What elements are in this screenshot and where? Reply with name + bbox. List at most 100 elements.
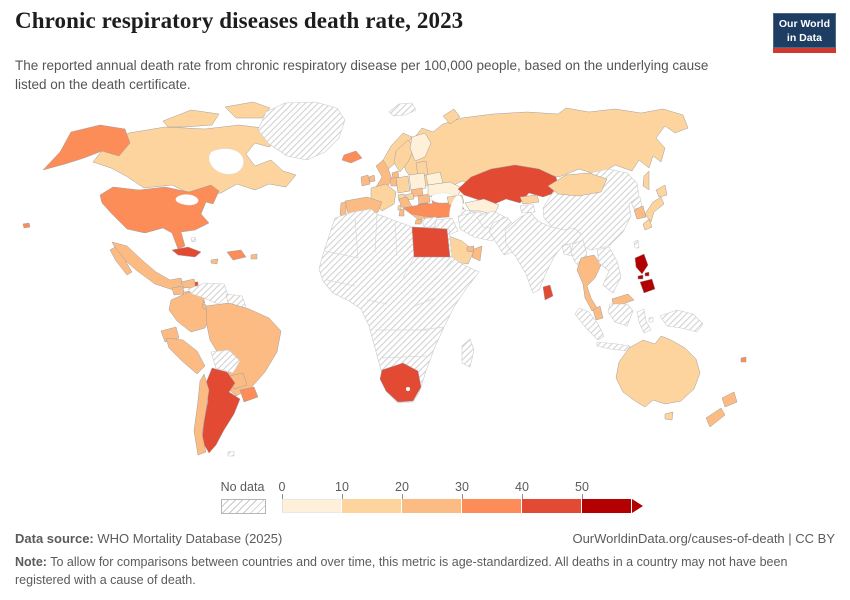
country-jamaica[interactable] (210, 258, 219, 265)
legend-bin-0-10[interactable] (282, 499, 342, 513)
legend-bin-30-40[interactable] (462, 499, 522, 513)
legend-tick-mark (582, 494, 583, 499)
country-italy[interactable] (398, 208, 405, 217)
country-bangladesh[interactable] (561, 243, 573, 257)
country-united-states[interactable] (42, 124, 131, 171)
country-japan[interactable] (644, 196, 665, 223)
country-south-africa[interactable] (379, 362, 422, 403)
country-indonesia[interactable] (648, 316, 654, 323)
country-puerto-rico[interactable] (250, 253, 258, 260)
great-lakes (175, 194, 199, 206)
country-falkland-islands[interactable] (227, 450, 235, 457)
country-mexico[interactable] (111, 241, 184, 291)
country-russia[interactable] (642, 170, 650, 191)
legend-bin-10-20[interactable] (342, 499, 402, 513)
country-poland[interactable] (408, 172, 427, 191)
country-indonesia[interactable] (574, 307, 605, 341)
country-sri-lanka[interactable] (542, 284, 554, 301)
country-canada[interactable] (162, 109, 220, 128)
country-iceland[interactable] (341, 150, 363, 164)
country-bahamas[interactable] (190, 236, 197, 243)
legend-arrow-icon (632, 499, 643, 513)
country-uruguay[interactable] (239, 386, 259, 403)
country-hungary[interactable] (417, 193, 431, 205)
country-australia[interactable] (615, 335, 701, 408)
country-philippines[interactable] (634, 253, 649, 275)
country-madagascar[interactable] (461, 338, 475, 368)
page-title: Chronic respiratory diseases death rate,… (15, 8, 464, 33)
country-oman[interactable] (471, 245, 483, 262)
country-mexico[interactable] (109, 246, 133, 276)
legend-bin-40-50[interactable] (522, 499, 582, 513)
country-united-kingdom[interactable] (375, 159, 393, 190)
country-portugal[interactable] (339, 201, 347, 217)
legend-tick-20: 20 (395, 480, 409, 494)
country-netherlands[interactable] (389, 176, 398, 187)
legend-bin-50plus[interactable] (582, 499, 632, 513)
country-indonesia[interactable] (607, 303, 634, 327)
country-australia[interactable] (664, 411, 674, 421)
country-indonesia[interactable] (596, 341, 631, 352)
country-united-kingdom[interactable] (368, 174, 376, 183)
country-canada[interactable] (92, 124, 297, 196)
country-germany[interactable] (395, 175, 411, 194)
country-philippines[interactable] (637, 274, 644, 280)
attribution-link[interactable]: OurWorldinData.org/causes-of-death | CC … (572, 531, 835, 546)
legend-no-data-label: No data (220, 480, 265, 494)
country-papua-new-guinea[interactable] (659, 309, 704, 333)
legend-tick-mark (342, 494, 343, 499)
legend-tick-10: 10 (335, 480, 349, 494)
legend-color-scale (282, 499, 643, 513)
country-vietnam[interactable] (596, 246, 622, 294)
legend-no-data-swatch[interactable] (221, 499, 266, 514)
country-italy[interactable] (414, 218, 423, 225)
country-kyrgyzstan[interactable] (519, 194, 540, 205)
country-france[interactable] (397, 204, 402, 211)
country-ecuador[interactable] (160, 326, 180, 343)
country-japan[interactable] (642, 218, 653, 231)
country-svalbard[interactable] (388, 102, 417, 117)
country-argentina[interactable] (201, 367, 241, 454)
country-thailand[interactable] (576, 254, 602, 312)
country-taiwan[interactable] (633, 239, 640, 249)
footer-note: Note: To allow for comparisons between c… (15, 553, 835, 589)
country-dominican-republic[interactable] (226, 249, 247, 261)
map-legend: No data 0 10 20 30 40 50 (0, 478, 850, 522)
country-fiji[interactable] (740, 356, 747, 363)
country-south-korea[interactable] (633, 205, 647, 220)
country-greenland[interactable] (257, 101, 346, 161)
country-new-zealand[interactable] (705, 407, 726, 428)
country-united-states[interactable] (99, 184, 220, 250)
lesotho-cutout (405, 386, 411, 392)
country-new-zealand[interactable] (721, 391, 738, 408)
country-philippines[interactable] (644, 271, 650, 277)
country-japan[interactable] (655, 184, 668, 198)
legend-bin-20-30[interactable] (402, 499, 462, 513)
note-label: Note: (15, 555, 47, 569)
country-peru[interactable] (165, 337, 206, 375)
legend-tick-mark (282, 494, 283, 499)
country-united-arab-emirates[interactable] (466, 245, 475, 253)
country-united-states[interactable] (22, 222, 31, 229)
country-finland[interactable] (409, 132, 432, 162)
footer-source-row: Data source: WHO Mortality Database (202… (15, 531, 835, 546)
country-canada[interactable] (224, 101, 271, 119)
legend-tick-30: 30 (455, 480, 469, 494)
country-mongolia[interactable] (547, 172, 608, 197)
legend-tick-mark (462, 494, 463, 499)
country-russia[interactable] (442, 108, 461, 125)
country-tajikistan[interactable] (519, 203, 536, 214)
country-ireland[interactable] (360, 174, 371, 187)
country-malaysia[interactable] (611, 293, 635, 305)
country-bolivia[interactable] (210, 349, 241, 374)
country-venezuela[interactable] (187, 282, 229, 305)
country-malaysia[interactable] (592, 305, 604, 321)
country-egypt[interactable] (411, 226, 451, 258)
country-chile[interactable] (193, 373, 210, 456)
region-africa-no-data[interactable] (318, 208, 480, 404)
legend-tick-0: 0 (278, 480, 286, 494)
country-philippines[interactable] (639, 278, 656, 294)
country-cuba[interactable] (171, 246, 202, 258)
country-indonesia[interactable] (636, 308, 652, 334)
data-source-label: Data source: (15, 531, 94, 546)
